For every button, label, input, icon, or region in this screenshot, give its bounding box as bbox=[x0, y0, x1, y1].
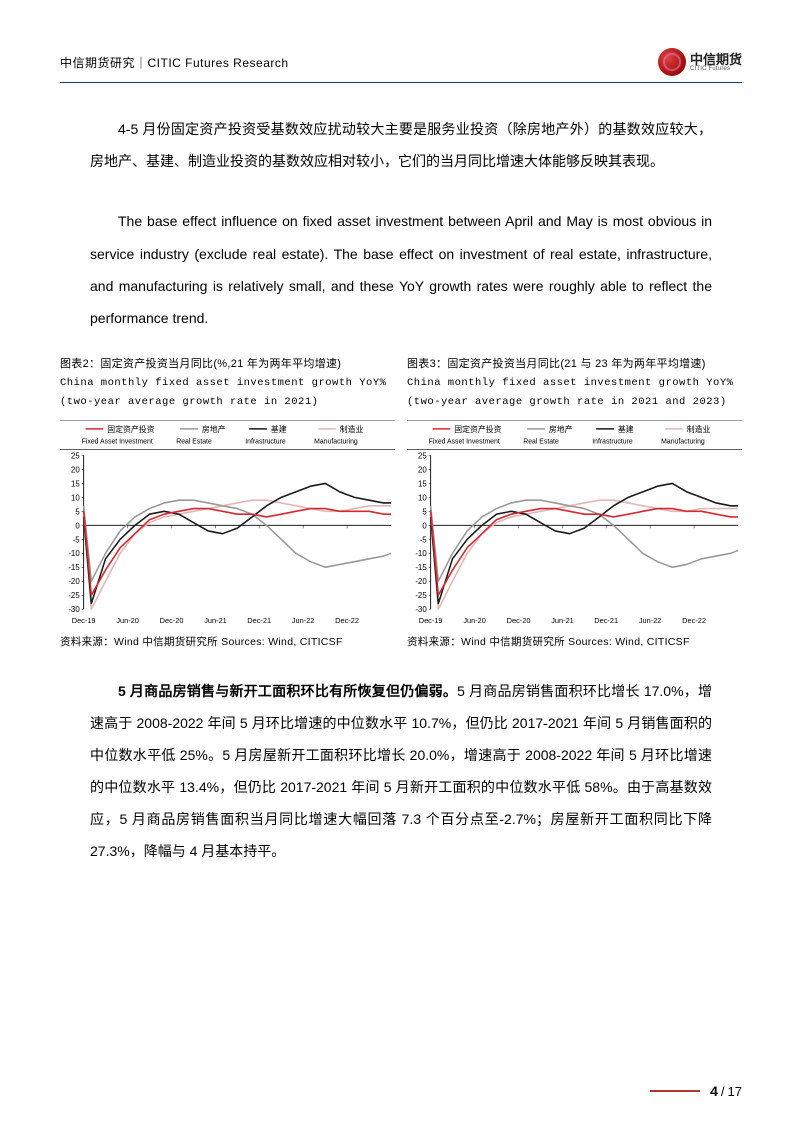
svg-text:Dec-19: Dec-19 bbox=[72, 615, 96, 624]
svg-text:Dec-20: Dec-20 bbox=[507, 615, 531, 624]
chart-2-title-cn: 图表2：固定资产投资当月同比(%,21 年为两年平均增速) bbox=[60, 356, 395, 374]
svg-text:Fixed Asset Investment: Fixed Asset Investment bbox=[429, 438, 500, 445]
chart-2-source: 资料来源：Wind 中信期货研究所 Sources: Wind, CITICSF bbox=[60, 634, 395, 649]
svg-text:Manufacturing: Manufacturing bbox=[314, 438, 358, 445]
svg-text:Jun-22: Jun-22 bbox=[292, 615, 315, 624]
svg-text:20: 20 bbox=[71, 465, 80, 474]
paragraph-3-body: 5 月商品房销售面积环比增长 17.0%，增速高于 2008-2022 年间 5… bbox=[90, 683, 712, 860]
svg-text:5: 5 bbox=[422, 507, 427, 516]
brand-name-en: CITIC Futures bbox=[690, 66, 742, 72]
svg-text:Dec-21: Dec-21 bbox=[247, 615, 271, 624]
paragraph-2: The base effect influence on fixed asset… bbox=[90, 205, 712, 334]
svg-text:25: 25 bbox=[71, 451, 80, 460]
svg-text:-15: -15 bbox=[415, 563, 427, 572]
svg-text:0: 0 bbox=[422, 521, 427, 530]
svg-text:-25: -25 bbox=[415, 591, 427, 600]
svg-text:制造业: 制造业 bbox=[687, 423, 711, 433]
svg-text:基建: 基建 bbox=[271, 423, 287, 433]
page-header: 中信期货研究｜CITIC Futures Research 中信期货 CITIC… bbox=[60, 48, 742, 83]
charts-row: 图表2：固定资产投资当月同比(%,21 年为两年平均增速) China mont… bbox=[60, 356, 742, 648]
footer-accent-line bbox=[650, 1090, 700, 1092]
paragraph-3-lead: 5 月商品房销售与新开工面积环比有所恢复但仍偏弱。 bbox=[118, 683, 457, 699]
chart-2-title-en-1: China monthly fixed asset investment gro… bbox=[60, 374, 395, 393]
page-footer: 4/17 bbox=[650, 1083, 742, 1099]
svg-text:25: 25 bbox=[418, 451, 427, 460]
header-org: 中信期货研究｜CITIC Futures Research bbox=[60, 54, 289, 71]
svg-text:Dec-22: Dec-22 bbox=[682, 615, 706, 624]
chart-2-title-en-2: (two-year average growth rate in 2021) bbox=[60, 393, 395, 412]
svg-text:15: 15 bbox=[71, 479, 80, 488]
svg-text:Jun-21: Jun-21 bbox=[204, 615, 227, 624]
svg-text:10: 10 bbox=[71, 493, 80, 502]
svg-text:-5: -5 bbox=[420, 535, 428, 544]
paragraph-3: 5 月商品房销售与新开工面积环比有所恢复但仍偏弱。5 月商品房销售面积环比增长 … bbox=[90, 675, 712, 868]
svg-text:0: 0 bbox=[75, 521, 80, 530]
svg-text:15: 15 bbox=[418, 479, 427, 488]
chart-3-title-cn: 图表3：固定资产投资当月同比(21 与 23 年为两年平均增速) bbox=[407, 356, 742, 374]
svg-text:-10: -10 bbox=[415, 549, 427, 558]
logo-icon bbox=[658, 48, 686, 76]
svg-text:Dec-21: Dec-21 bbox=[594, 615, 618, 624]
svg-text:-30: -30 bbox=[68, 605, 80, 614]
svg-text:-30: -30 bbox=[415, 605, 427, 614]
svg-text:-10: -10 bbox=[68, 549, 80, 558]
svg-text:房地产: 房地产 bbox=[202, 423, 226, 433]
svg-text:10: 10 bbox=[418, 493, 427, 502]
svg-text:房地产: 房地产 bbox=[549, 423, 573, 433]
svg-text:Fixed Asset Investment: Fixed Asset Investment bbox=[82, 438, 153, 445]
brand-name-cn: 中信期货 bbox=[690, 53, 742, 66]
chart-3-canvas: 固定资产投资 Fixed Asset Investment 房地产 Real Esta… bbox=[407, 420, 742, 630]
svg-text:制造业: 制造业 bbox=[340, 423, 364, 433]
brand-logo: 中信期货 CITIC Futures bbox=[658, 48, 742, 76]
svg-text:Infrastructure: Infrastructure bbox=[592, 438, 633, 445]
svg-text:5: 5 bbox=[75, 507, 80, 516]
chart-3-title-en-2: (two-year average growth rate in 2021 an… bbox=[407, 393, 742, 412]
svg-text:Dec-20: Dec-20 bbox=[160, 615, 184, 624]
paragraph-1: 4-5 月份固定资产投资受基数效应扰动较大主要是服务业投资（除房地产外）的基数效… bbox=[90, 113, 712, 177]
chart-3-block: 图表3：固定资产投资当月同比(21 与 23 年为两年平均增速) China m… bbox=[407, 356, 742, 648]
chart-3-title-en-1: China monthly fixed asset investment gro… bbox=[407, 374, 742, 393]
chart-2-canvas: 固定资产投资 Fixed Asset Investment 房地产 Real Esta… bbox=[60, 420, 395, 630]
svg-text:Real Estate: Real Estate bbox=[523, 438, 559, 445]
svg-text:Jun-20: Jun-20 bbox=[463, 615, 486, 624]
svg-text:Infrastructure: Infrastructure bbox=[245, 438, 286, 445]
chart-2-block: 图表2：固定资产投资当月同比(%,21 年为两年平均增速) China mont… bbox=[60, 356, 395, 648]
svg-text:Dec-22: Dec-22 bbox=[335, 615, 359, 624]
svg-text:20: 20 bbox=[418, 465, 427, 474]
svg-text:-25: -25 bbox=[68, 591, 80, 600]
svg-text:Jun-22: Jun-22 bbox=[639, 615, 662, 624]
svg-text:固定资产投资: 固定资产投资 bbox=[454, 423, 501, 433]
page-number: 4/17 bbox=[710, 1083, 742, 1099]
svg-text:-20: -20 bbox=[68, 577, 80, 586]
svg-text:基建: 基建 bbox=[618, 423, 634, 433]
svg-text:-15: -15 bbox=[68, 563, 80, 572]
svg-text:Jun-20: Jun-20 bbox=[116, 615, 139, 624]
chart-3-source: 资料来源：Wind 中信期货研究所 Sources: Wind, CITICSF bbox=[407, 634, 742, 649]
svg-text:-5: -5 bbox=[73, 535, 81, 544]
svg-text:固定资产投资: 固定资产投资 bbox=[107, 423, 154, 433]
svg-text:Manufacturing: Manufacturing bbox=[661, 438, 705, 445]
svg-text:Jun-21: Jun-21 bbox=[551, 615, 574, 624]
svg-text:Dec-19: Dec-19 bbox=[419, 615, 443, 624]
svg-text:-20: -20 bbox=[415, 577, 427, 586]
svg-text:Real Estate: Real Estate bbox=[176, 438, 212, 445]
